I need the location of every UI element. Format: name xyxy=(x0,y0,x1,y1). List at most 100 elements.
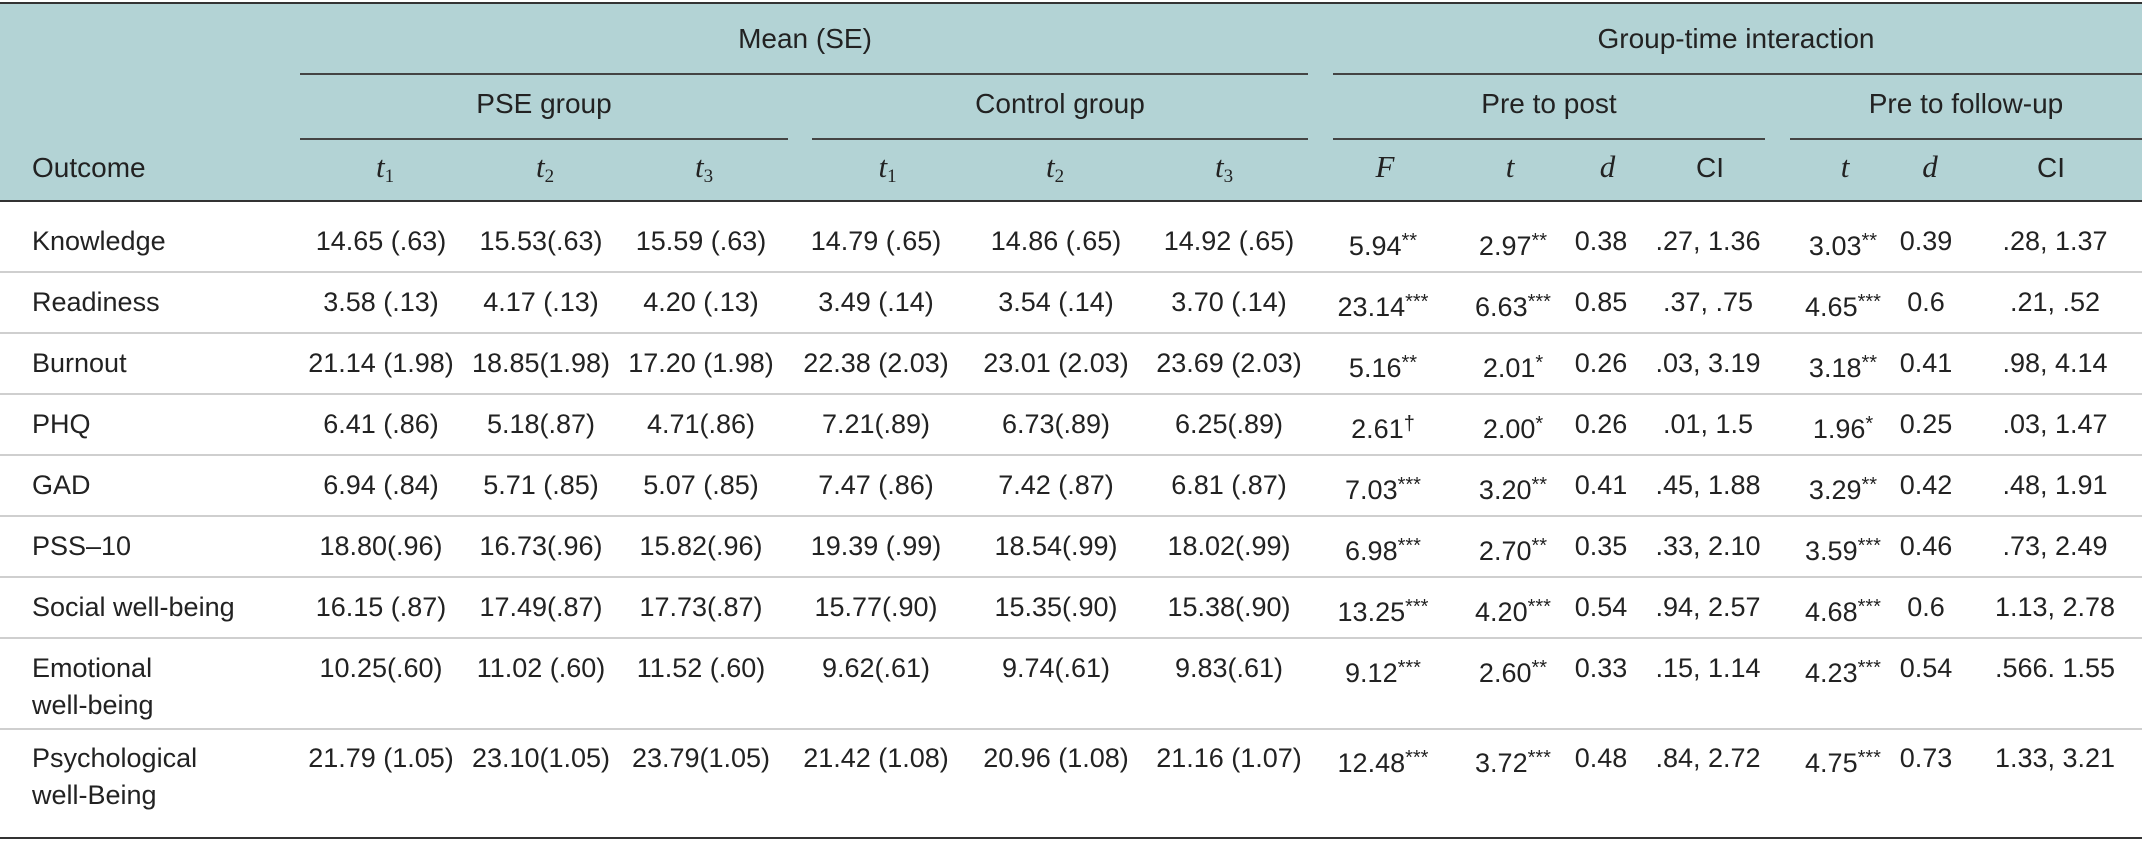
cell-knowledge-pf-ci: .28, 1.37 xyxy=(2002,226,2108,256)
header-pp-ci: CI xyxy=(1696,152,1724,183)
cell-social-well-being-control-t3: 15.38(.90) xyxy=(1167,592,1291,622)
cell-gad-pse-t3: 5.07 (.85) xyxy=(643,470,759,500)
cell-readiness-control-t1: 3.49 (.14) xyxy=(818,287,934,317)
cell-phq-pp-t: 2.00* xyxy=(1482,413,1544,444)
row-separator xyxy=(0,393,2142,395)
header-mean-se: Mean (SE) xyxy=(738,23,872,54)
cell-social-well-being-pp-t: 4.20*** xyxy=(1475,596,1551,627)
cell-burnout-pf-d: 0.41 xyxy=(1899,348,1953,378)
cell-phq-pp-f: 2.61† xyxy=(1351,413,1415,444)
header-control-t1: t1 xyxy=(878,149,897,188)
row-label-knowledge: Knowledge xyxy=(32,226,166,256)
row-separator xyxy=(0,332,2142,334)
cell-readiness-pse-t2: 4.17 (.13) xyxy=(483,287,599,317)
bottom-rule xyxy=(0,837,2142,839)
row-label-burnout: Burnout xyxy=(32,348,127,378)
header-pre-to-post: Pre to post xyxy=(1481,88,1617,119)
rule-pre-post xyxy=(1333,138,1765,140)
cell-readiness-pp-f: 23.14*** xyxy=(1337,291,1429,322)
cell-pss-10-pf-ci: .73, 2.49 xyxy=(2002,531,2108,561)
cell-readiness-pp-t: 6.63*** xyxy=(1475,291,1551,322)
cell-pss-10-pse-t1: 18.80(.96) xyxy=(319,531,443,561)
cell-pss-10-control-t2: 18.54(.99) xyxy=(994,531,1118,561)
cell-emotional-well-being-control-t3: 9.83(.61) xyxy=(1174,653,1284,683)
cell-gad-pp-ci: .45, 1.88 xyxy=(1655,470,1761,500)
row-separator xyxy=(0,515,2142,517)
cell-social-well-being-pp-f: 13.25*** xyxy=(1337,596,1429,627)
rule-interaction xyxy=(1333,73,2142,75)
cell-social-well-being-pf-ci: 1.13, 2.78 xyxy=(1994,592,2116,622)
cell-burnout-pse-t3: 17.20 (1.98) xyxy=(628,348,774,378)
row-label-psychological-well-being: well-Being xyxy=(32,780,157,810)
row-label-psychological-well-being: Psychological xyxy=(32,743,198,773)
cell-readiness-pp-ci: .37, .75 xyxy=(1662,287,1754,317)
cell-social-well-being-pp-ci: .94, 2.57 xyxy=(1655,592,1761,622)
row-label-gad: GAD xyxy=(32,470,91,500)
cell-knowledge-pse-t2: 15.53(.63) xyxy=(479,226,603,256)
row-label-emotional-well-being: Emotional xyxy=(32,653,153,683)
header-control-t2: t2 xyxy=(1045,149,1065,188)
cell-gad-pp-t: 3.20** xyxy=(1478,474,1548,505)
cell-burnout-pp-f: 5.16** xyxy=(1348,352,1418,383)
header-pse-t2: t2 xyxy=(535,149,555,188)
row-separator xyxy=(0,728,2142,730)
cell-knowledge-pf-t: 3.03** xyxy=(1808,230,1878,261)
header-f: F xyxy=(1375,149,1395,184)
header-pse-t1: t1 xyxy=(375,149,395,188)
cell-readiness-pse-t3: 4.20 (.13) xyxy=(643,287,759,317)
cell-readiness-pf-d: 0.6 xyxy=(1907,287,1945,317)
cell-burnout-pf-ci: .98, 4.14 xyxy=(2002,348,2108,378)
cell-emotional-well-being-pf-ci: .566. 1.55 xyxy=(1994,653,2116,683)
cell-social-well-being-pse-t1: 16.15 (.87) xyxy=(315,592,447,622)
cell-emotional-well-being-pp-ci: .15, 1.14 xyxy=(1655,653,1761,683)
cell-burnout-control-t1: 22.38 (2.03) xyxy=(803,348,949,378)
top-rule xyxy=(0,2,2142,4)
cell-pss-10-pp-t: 2.70** xyxy=(1478,535,1548,566)
cell-social-well-being-pf-d: 0.6 xyxy=(1907,592,1945,622)
cell-gad-control-t3: 6.81 (.87) xyxy=(1171,470,1287,500)
header-pse-t3: t3 xyxy=(694,149,714,188)
cell-pss-10-pse-t3: 15.82(.96) xyxy=(639,531,763,561)
cell-social-well-being-pp-d: 0.54 xyxy=(1574,592,1628,622)
cell-emotional-well-being-pf-t: 4.23*** xyxy=(1805,657,1881,688)
cell-phq-pf-t: 1.96* xyxy=(1812,413,1874,444)
cell-knowledge-pp-d: 0.38 xyxy=(1574,226,1628,256)
cell-emotional-well-being-control-t1: 9.62(.61) xyxy=(821,653,931,683)
cell-pss-10-pse-t2: 16.73(.96) xyxy=(479,531,603,561)
cell-readiness-pf-ci: .21, .52 xyxy=(2009,287,2101,317)
cell-emotional-well-being-pp-t: 2.60** xyxy=(1478,657,1548,688)
cell-phq-pse-t3: 4.71(.86) xyxy=(646,409,756,439)
header-pse-group: PSE group xyxy=(476,88,612,119)
cell-gad-control-t1: 7.47 (.86) xyxy=(818,470,934,500)
cell-knowledge-pp-f: 5.94** xyxy=(1348,230,1418,261)
cell-psychological-well-being-pse-t3: 23.79(1.05) xyxy=(631,743,771,773)
cell-knowledge-pp-ci: .27, 1.36 xyxy=(1655,226,1761,256)
cell-psychological-well-being-pp-t: 3.72*** xyxy=(1475,747,1551,778)
header-group-time-interaction: Group-time interaction xyxy=(1597,23,1875,54)
cell-social-well-being-pf-t: 4.68*** xyxy=(1805,596,1881,627)
cell-emotional-well-being-control-t2: 9.74(.61) xyxy=(1001,653,1111,683)
cell-psychological-well-being-control-t3: 21.16 (1.07) xyxy=(1156,743,1302,773)
cell-phq-pp-ci: .01, 1.5 xyxy=(1662,409,1754,439)
cell-knowledge-control-t2: 14.86 (.65) xyxy=(990,226,1122,256)
cell-pss-10-pf-d: 0.46 xyxy=(1899,531,1953,561)
header-pf-ci: CI xyxy=(2037,152,2065,183)
cell-gad-control-t2: 7.42 (.87) xyxy=(998,470,1114,500)
cell-burnout-pp-t: 2.01* xyxy=(1482,352,1544,383)
cell-readiness-pp-d: 0.85 xyxy=(1574,287,1628,317)
cell-phq-control-t3: 6.25(.89) xyxy=(1174,409,1284,439)
cell-knowledge-control-t3: 14.92 (.65) xyxy=(1163,226,1295,256)
row-label-pss-10: PSS–10 xyxy=(32,531,132,561)
cell-readiness-pf-t: 4.65*** xyxy=(1805,291,1881,322)
table-header xyxy=(0,4,2142,200)
row-separator xyxy=(0,454,2142,456)
header-control-t3: t3 xyxy=(1214,149,1234,188)
row-separator xyxy=(0,637,2142,639)
rule-mean-se xyxy=(300,73,1308,75)
cell-knowledge-pf-d: 0.39 xyxy=(1899,226,1953,256)
cell-pss-10-pp-f: 6.98*** xyxy=(1345,535,1421,566)
header-pf-d: d xyxy=(1922,149,1938,184)
cell-psychological-well-being-pf-ci: 1.33, 3.21 xyxy=(1994,743,2116,773)
cell-phq-control-t1: 7.21(.89) xyxy=(821,409,931,439)
